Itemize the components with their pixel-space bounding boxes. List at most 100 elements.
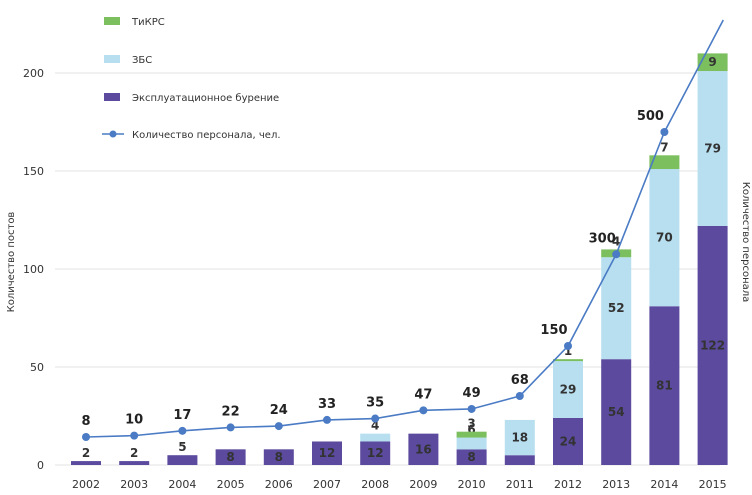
bar-data-label: 8 <box>226 450 234 464</box>
staff-data-label: 17 <box>173 408 191 423</box>
bar-segment <box>360 433 391 442</box>
staff-point <box>274 422 283 431</box>
bar-data-label: 4 <box>371 419 379 433</box>
staff-data-label: 500 <box>637 109 664 124</box>
bar-data-label: 16 <box>415 442 432 456</box>
legend-label: Эксплуатационное бурение <box>132 93 279 104</box>
bar-data-label: 29 <box>560 383 577 397</box>
bar-data-label: 8 <box>467 450 475 464</box>
bar-segment <box>71 461 101 465</box>
bar-data-label: 3 <box>467 417 475 431</box>
x-tick-label: 2013 <box>602 478 630 491</box>
legend-label: Количество персонала, чел. <box>132 130 281 141</box>
bar-data-label: 2 <box>130 446 138 460</box>
staff-data-label: 49 <box>463 386 481 401</box>
staff-point <box>178 426 187 435</box>
staff-point <box>419 406 428 415</box>
staff-data-label: 68 <box>511 373 529 388</box>
staff-point <box>467 404 476 413</box>
x-tick-label: 2007 <box>313 478 341 491</box>
x-tick-label: 2014 <box>650 478 678 491</box>
staff-data-label: 47 <box>414 387 432 402</box>
legend-label: ТиКРС <box>131 17 165 28</box>
bar-data-label: 81 <box>656 379 673 393</box>
bar-segment <box>649 306 680 465</box>
x-tick-label: 2012 <box>554 478 582 491</box>
bar-segment <box>697 225 728 465</box>
x-tick-label: 2009 <box>409 478 437 491</box>
staff-data-label: 150 <box>540 323 567 338</box>
x-tick-label: 2005 <box>217 478 245 491</box>
bar-data-label: 24 <box>560 434 577 448</box>
x-tick-label: 2003 <box>120 478 148 491</box>
staff-data-label: 8 <box>81 414 90 429</box>
legend: ТиКРС ЗБС Эксплуатационное бурение Количест… <box>102 17 281 141</box>
bar-data-label: 4 <box>612 234 620 248</box>
bar-segment <box>360 441 391 465</box>
x-tick-label: 2002 <box>72 478 100 491</box>
bar-segment <box>504 455 535 465</box>
x-tick-label: 2011 <box>506 478 534 491</box>
bar-segment <box>312 441 342 465</box>
bar-data-label: 1 <box>564 344 572 358</box>
legend-swatch <box>104 55 120 63</box>
bar-segment <box>504 419 535 456</box>
legend-swatch <box>104 93 120 101</box>
bar-data-label: 2 <box>82 446 90 460</box>
staff-point <box>371 414 380 423</box>
bar-data-label: 70 <box>656 231 673 245</box>
staff-point <box>515 392 524 400</box>
bar-segment <box>456 437 487 450</box>
bar-segment <box>408 433 439 465</box>
staff-point <box>660 128 669 136</box>
x-tick-label: 2008 <box>361 478 389 491</box>
bar-segment <box>456 431 487 438</box>
bar-segment <box>601 359 632 465</box>
bar-data-label: 8 <box>275 450 283 464</box>
staff-data-label: 300 <box>589 231 616 246</box>
bars: 225881212416863518242915452481707122799 <box>71 53 728 465</box>
bar-segment <box>649 155 680 170</box>
bar-data-label: 6 <box>467 423 475 437</box>
bar-data-label: 9 <box>708 55 716 69</box>
staff-data-label: 33 <box>318 397 336 412</box>
legend-swatch <box>104 17 120 25</box>
staff-point <box>323 415 331 424</box>
staff-point <box>564 342 572 350</box>
x-tick-label: 2006 <box>265 478 293 491</box>
legend-marker <box>109 130 117 138</box>
bar-data-label: 7 <box>660 140 668 154</box>
staff-point <box>226 423 235 432</box>
legend-label: ЗБС <box>132 55 152 66</box>
bar-data-label: 79 <box>704 141 721 155</box>
y-tick-label: 0 <box>37 459 44 472</box>
staff-data-label: 24 <box>270 403 288 418</box>
x-tick-label: 2004 <box>168 478 196 491</box>
x-axis-ticks: 2002 2003 2004 2005 2006 2007 2008 2009 2010 2011… <box>72 478 727 491</box>
staff-data-label: 35 <box>366 396 384 411</box>
bar-segment <box>119 461 150 465</box>
staff-point <box>82 433 90 441</box>
staff-point <box>130 431 139 440</box>
staff-data-label: 22 <box>222 404 240 419</box>
bar-data-label: 54 <box>608 405 625 419</box>
bar-segment <box>553 361 583 418</box>
bar-segment <box>167 455 198 465</box>
y2-axis-title: Количество персонала <box>740 182 751 303</box>
bar-segment <box>649 169 680 307</box>
bar-data-label: 12 <box>319 446 336 460</box>
bar-segment <box>553 359 583 362</box>
bar-segment <box>697 53 728 72</box>
bar-data-label: 5 <box>178 440 186 454</box>
bar-segment <box>456 449 487 465</box>
staff-line-path <box>85 19 724 438</box>
staff-data-label: 10 <box>125 413 143 428</box>
y-tick-label: 200 <box>23 67 44 80</box>
y-tick-label: 100 <box>23 263 44 276</box>
bar-segment <box>263 449 294 465</box>
y-tick-label: 50 <box>30 361 44 374</box>
x-tick-label: 2010 <box>458 478 486 491</box>
y-tick-label: 150 <box>23 165 44 178</box>
